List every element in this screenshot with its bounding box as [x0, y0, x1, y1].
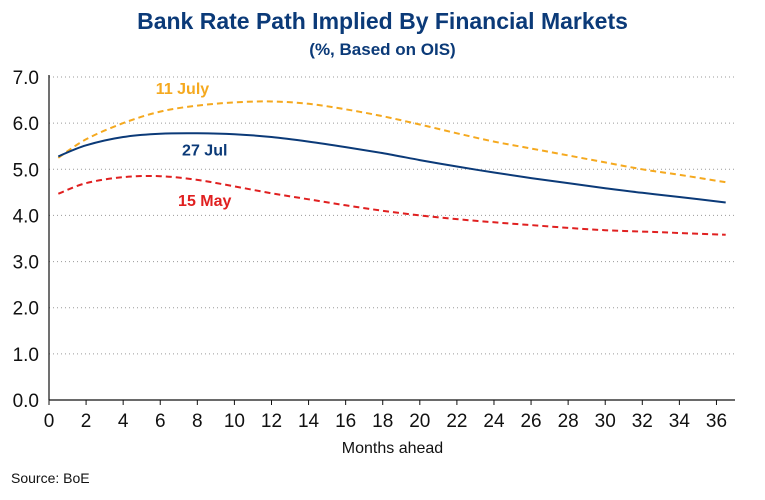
y-tick-label: 0.0: [13, 391, 39, 412]
y-tick-label: 6.0: [13, 114, 39, 135]
source-note: Source: BoE: [11, 470, 90, 486]
y-tick-label: 3.0: [13, 253, 39, 274]
y-tick-label: 7.0: [13, 68, 39, 89]
series-line: [57, 132, 726, 204]
y-tick-label: 2.0: [13, 299, 39, 320]
series-lines: [57, 100, 726, 236]
y-tick-labels: 0.0 1.0 2.0 3.0 4.0 5.0 6.0 7.0: [13, 68, 39, 412]
x-tick-label: 14: [298, 411, 320, 432]
chart-subtitle: (%, Based on OIS): [309, 40, 456, 59]
x-tick-label: 6: [155, 411, 166, 432]
x-tick-label: 20: [409, 411, 430, 432]
x-tick-label: 32: [632, 411, 653, 432]
x-tick-label: 2: [81, 411, 92, 432]
series-line: [57, 100, 726, 184]
x-tick-label: 4: [118, 411, 129, 432]
x-tick-label: 18: [372, 411, 393, 432]
series-label: 27 Jul: [182, 142, 227, 159]
x-tick-label: 30: [595, 411, 616, 432]
y-tick-label: 5.0: [13, 160, 39, 181]
grid-lines: [49, 76, 735, 355]
x-axis-label: Months ahead: [341, 440, 444, 457]
x-tick-label: 8: [192, 411, 203, 432]
series-line: [57, 174, 726, 236]
x-tick-label: 26: [520, 411, 541, 432]
series-label: 15 May: [178, 193, 231, 210]
chart-title: Bank Rate Path Implied By Financial Mark…: [137, 8, 628, 34]
x-tick-label: 36: [706, 411, 727, 432]
x-tick-label: 16: [335, 411, 356, 432]
series-label: 11 July: [156, 81, 209, 98]
x-tick-labels: 0 2 4 6 8 10 12 14 16 18 20 22 24 26 28 30 32 34 36: [44, 411, 727, 432]
x-tick-label: 28: [558, 411, 579, 432]
x-tick-label: 22: [446, 411, 467, 432]
line-chart: 0.01.02.03.04.05.06.07.0 0 2 4 6 8 10 12 14 16 18…: [13, 68, 735, 432]
series-labels: 11 July 27 Jul 15 May: [156, 81, 232, 210]
x-tick-label: 34: [669, 411, 691, 432]
x-tick-label: 10: [224, 411, 245, 432]
y-tick-label: 1.0: [13, 345, 39, 366]
y-tick-label: 4.0: [13, 206, 39, 227]
axes: [48, 75, 735, 405]
x-tick-label: 0: [44, 411, 55, 432]
x-tick-label: 24: [483, 411, 505, 432]
x-tick-label: 12: [261, 411, 282, 432]
